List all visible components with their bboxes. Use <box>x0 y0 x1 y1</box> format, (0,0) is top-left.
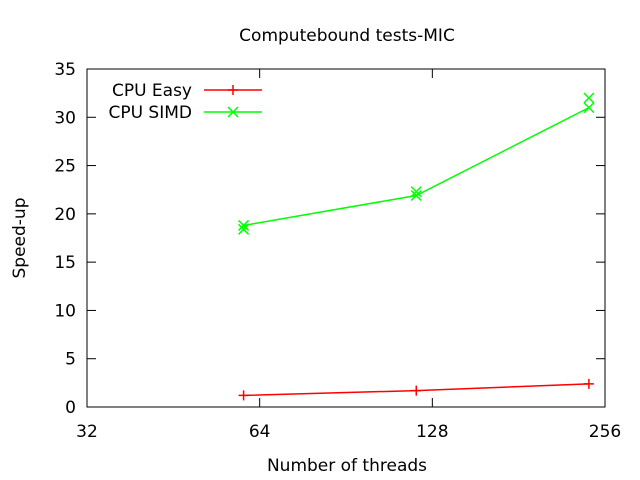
chart-title: Computebound tests-MIC <box>239 26 455 46</box>
x-tick-label: 32 <box>76 422 98 442</box>
series-0 <box>238 378 594 401</box>
y-tick-label: 25 <box>54 157 76 177</box>
y-tick-label: 5 <box>65 350 76 370</box>
data-point <box>238 219 250 231</box>
y-tick-label: 30 <box>54 108 76 128</box>
data-point <box>238 223 250 235</box>
legend-marker <box>228 85 238 95</box>
legend-label: CPU SIMD <box>108 103 192 123</box>
data-point <box>410 186 422 198</box>
x-tick-label: 128 <box>416 422 448 442</box>
series-line <box>243 106 590 227</box>
axes: 0 5 10 15 20 25 30 35 32 64 128 256 <box>54 60 621 442</box>
plot-frame <box>86 68 606 408</box>
x-axis-label: Number of threads <box>267 456 427 476</box>
y-tick-label: 10 <box>54 301 76 321</box>
data-point <box>583 378 594 389</box>
series-1 <box>238 92 595 235</box>
data-point <box>583 92 595 104</box>
data-point <box>238 390 249 401</box>
series-layer <box>238 92 595 401</box>
y-axis-label: Speed-up <box>10 198 30 279</box>
y-tick-label: 15 <box>54 253 76 273</box>
data-point <box>411 385 422 396</box>
data-point <box>410 189 422 202</box>
x-tick-label: 64 <box>249 422 271 442</box>
y-tick-label: 20 <box>54 205 76 225</box>
legend-marker <box>227 106 239 118</box>
legend-label: CPU Easy <box>112 81 192 101</box>
y-tick-label: 0 <box>65 398 76 418</box>
y-tick-label: 35 <box>54 60 76 80</box>
x-tick-label: 256 <box>589 422 621 442</box>
data-point <box>583 102 595 114</box>
